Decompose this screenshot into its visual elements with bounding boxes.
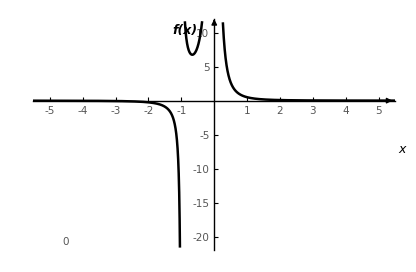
Text: f(x): f(x) <box>173 24 198 37</box>
Text: x: x <box>399 143 406 156</box>
Text: 0: 0 <box>62 237 69 247</box>
